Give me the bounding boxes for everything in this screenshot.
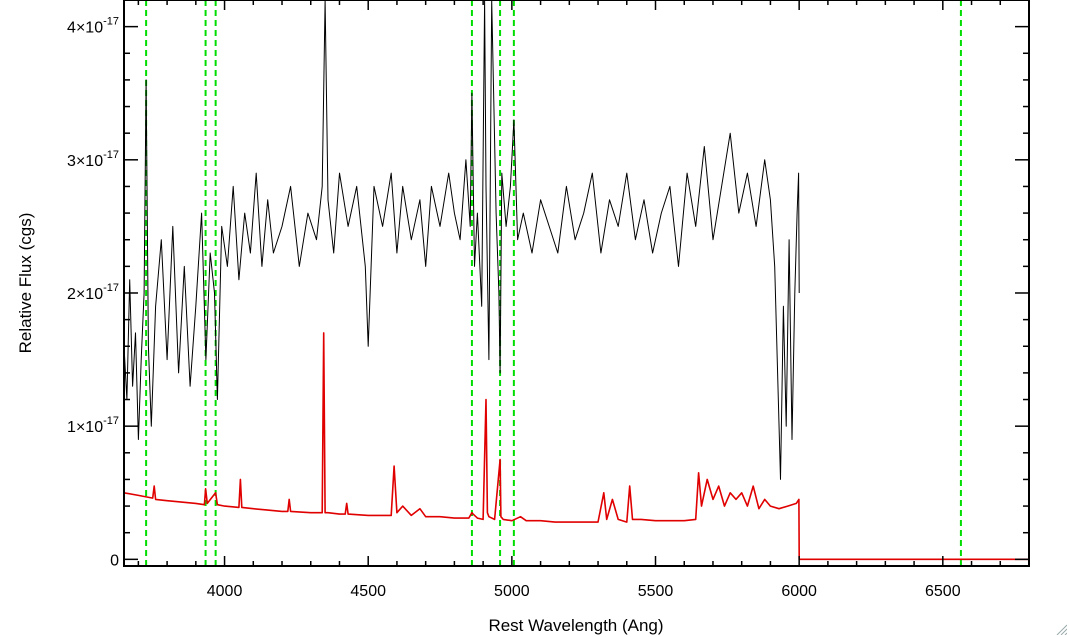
y-tick-label: 4×10-17 <box>67 16 119 37</box>
x-tick-label: 5000 <box>494 583 530 600</box>
y-tick-exponent: -17 <box>103 282 119 294</box>
emission-line-markers <box>145 0 962 566</box>
x-axis-title: Rest Wavelength (Ang) <box>488 616 663 635</box>
x-tick-label: 6500 <box>925 583 961 600</box>
y-axis-ticks: 0 1×10-17 2×10-17 3×10-17 4×10-17 <box>67 0 1029 569</box>
x-tick-label: 4000 <box>207 583 243 600</box>
x-tick-label: 5500 <box>638 583 674 600</box>
y-tick-exponent: -17 <box>103 16 119 28</box>
x-axis-ticks: 4000 4500 5000 5500 6000 6500 <box>137 0 1030 600</box>
y-tick-label: 2×10-17 <box>67 282 119 303</box>
y-tick-label: 1×10-17 <box>67 415 119 436</box>
series-lines <box>124 0 1029 561</box>
y-axis-title: Relative Flux (cgs) <box>16 213 35 354</box>
series-line-0 <box>124 0 800 480</box>
series-line-1 <box>124 332 1029 561</box>
resize-grip-icon[interactable] <box>1055 623 1067 635</box>
x-tick-label: 6000 <box>781 583 817 600</box>
y-tick-label: 0 <box>110 552 119 569</box>
plot-frame <box>123 0 1030 567</box>
plot-area: 4000 4500 5000 5500 6000 6500 0 1×10-17 2×10-17… <box>67 0 1030 600</box>
y-tick-exponent: -17 <box>103 149 119 161</box>
y-tick-exponent: -17 <box>103 415 119 427</box>
y-tick-label: 3×10-17 <box>67 149 119 170</box>
x-tick-label: 4500 <box>350 583 386 600</box>
